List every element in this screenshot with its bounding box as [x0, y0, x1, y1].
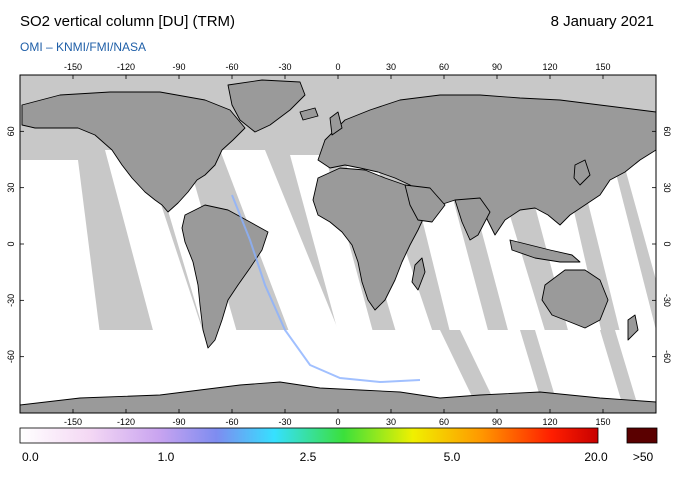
north-america [21, 91, 246, 213]
south-america [181, 204, 269, 349]
colorbar-over-label: >50 [632, 450, 654, 464]
lon-tick-bottom-0: 0 [335, 417, 340, 427]
lat-tick-right-60: 60 [662, 126, 672, 136]
lon-tick-bottom--90: -90 [172, 417, 185, 427]
lon-tick-bottom--30: -30 [278, 417, 291, 427]
lon-tick-top-120: 120 [542, 62, 557, 72]
australia [541, 269, 609, 329]
lon-tick-bottom-120: 120 [542, 417, 557, 427]
lat-tick-right-0: 0 [662, 241, 672, 246]
lon-tick-bottom-150: 150 [595, 417, 610, 427]
colorbar [19, 427, 599, 444]
lon-tick-bottom--120: -120 [117, 417, 135, 427]
lon-tick-bottom-30: 30 [386, 417, 396, 427]
swath-gaps [440, 330, 640, 413]
colorbar-over-swatch [626, 427, 658, 444]
antarctica [20, 381, 656, 413]
lon-tick-top--60: -60 [225, 62, 238, 72]
lon-tick-bottom--150: -150 [64, 417, 82, 427]
map-date: 8 January 2021 [550, 13, 654, 30]
indonesia [509, 239, 581, 263]
madagascar [411, 257, 426, 291]
lat-tick-left-30: 30 [6, 183, 16, 193]
colorbar-label-1: 1.0 [157, 450, 175, 464]
eurasia [317, 94, 656, 236]
lat-tick-right--60: -60 [662, 350, 672, 363]
india [454, 197, 491, 241]
lon-tick-top-30: 30 [386, 62, 396, 72]
lat-tick-right--30: -30 [662, 294, 672, 307]
colorbar-label-0: 0.0 [22, 450, 39, 464]
lon-tick-top-60: 60 [439, 62, 449, 72]
lon-tick-top--150: -150 [64, 62, 82, 72]
lat-tick-left--30: -30 [6, 294, 16, 307]
lat-tick-left--60: -60 [6, 350, 16, 363]
lat-tick-right-30: 30 [662, 183, 672, 193]
lat-tick-left-0: 0 [6, 241, 16, 246]
lon-tick-bottom-60: 60 [439, 417, 449, 427]
lon-tick-top-0: 0 [335, 62, 340, 72]
lon-tick-top-90: 90 [492, 62, 502, 72]
colorbar-label-3: 5.0 [443, 450, 461, 464]
lon-tick-top--120: -120 [117, 62, 135, 72]
lon-tick-top--30: -30 [278, 62, 291, 72]
africa [312, 167, 426, 311]
british-isles [329, 111, 343, 136]
lat-tick-left-60: 60 [6, 126, 16, 136]
japan [573, 159, 591, 186]
data-credit: OMI – KNMI/FMI/NASA [20, 40, 147, 54]
new-zealand [627, 314, 639, 341]
map-title: SO2 vertical column [DU] (TRM) [20, 13, 236, 30]
greenland [227, 79, 306, 133]
lon-tick-bottom--60: -60 [225, 417, 238, 427]
lon-tick-bottom-90: 90 [492, 417, 502, 427]
colorbar-label-2: 2.5 [299, 450, 317, 464]
so2-trace [231, 194, 421, 384]
lon-tick-top--90: -90 [172, 62, 185, 72]
iceland [299, 107, 319, 121]
arabia [404, 184, 446, 223]
colorbar-label-4: 20.0 [584, 450, 608, 464]
lon-tick-top-150: 150 [595, 62, 610, 72]
land-masses [20, 79, 656, 413]
